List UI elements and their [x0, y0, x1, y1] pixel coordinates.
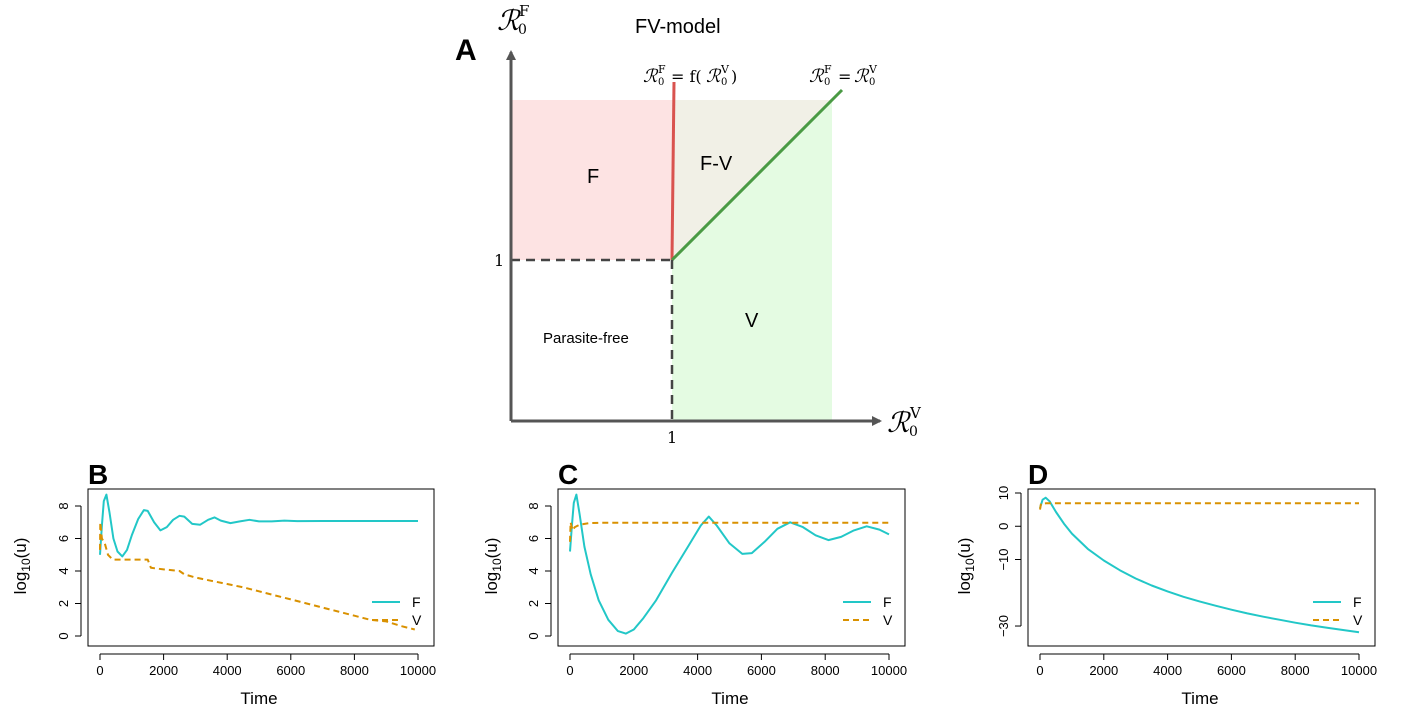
x-tick-label: 8000	[1281, 663, 1310, 678]
plot-frame	[1027, 488, 1376, 647]
x-tick-label: 2000	[1089, 663, 1118, 678]
boundary-red-curve	[670, 81, 676, 261]
series-line-v	[99, 521, 416, 631]
x-tick-label: 4000	[213, 663, 242, 678]
x-axis-title: Time	[1181, 689, 1218, 708]
y-tick-label: 6	[56, 535, 71, 542]
svg-text:0: 0	[869, 77, 875, 88]
region-v	[672, 100, 832, 421]
panel-label-a: A	[455, 34, 477, 67]
panel-label: D	[1028, 459, 1048, 490]
x-tick-label: 0	[1036, 663, 1043, 678]
region-label-f: F	[587, 166, 599, 188]
x-tick-label: 6000	[1217, 663, 1246, 678]
y-tick-one: 1	[494, 251, 504, 270]
legend-label-v: V	[412, 612, 422, 628]
panel-a: A FV-model 1 1 F F-V V Parasite-free ℛ F…	[455, 2, 922, 447]
series-line-f	[569, 493, 890, 635]
x-tick-label: 8000	[340, 663, 369, 678]
series-line-f	[99, 493, 418, 558]
svg-text:): )	[731, 67, 737, 86]
svg-text:ℛ: ℛ	[887, 406, 911, 439]
x-tick-label: 0	[96, 663, 103, 678]
x-tick-label: 4000	[1153, 663, 1182, 678]
panel-b: 0 2000 4000 6000 8000 10000 0 2 4 6 8 FV B Time log10(…	[11, 459, 436, 708]
y-tick-label: 4	[526, 567, 541, 574]
svg-text:0: 0	[909, 424, 918, 440]
y-tick-label: 0	[56, 632, 71, 639]
x-axis-title: Time	[240, 689, 277, 708]
y-axis-label: ℛ F 0	[497, 2, 529, 38]
y-tick-label: 0	[996, 523, 1011, 530]
svg-text:=: =	[838, 67, 851, 86]
y-tick-label: 8	[526, 502, 541, 509]
series-line-v	[1039, 502, 1359, 510]
svg-text:= f(: = f(	[671, 67, 702, 86]
x-tick-one: 1	[667, 428, 677, 447]
x-tick-label: 6000	[276, 663, 305, 678]
x-tick-label: 0	[566, 663, 573, 678]
legend-label-f: F	[412, 594, 421, 610]
legend-label-f: F	[883, 594, 892, 610]
y-axis-title: log10(u)	[11, 538, 33, 595]
region-label-v: V	[745, 310, 759, 332]
boundary-green-curve	[670, 88, 844, 262]
y-tick-label: 4	[56, 567, 71, 574]
svg-text:0: 0	[721, 77, 727, 88]
svg-text:ℛ: ℛ	[854, 66, 870, 87]
y-axis-title: log10(u)	[955, 538, 977, 595]
svg-text:V: V	[909, 404, 922, 422]
x-tick-label: 6000	[747, 663, 776, 678]
svg-text:F: F	[824, 63, 832, 76]
svg-text:V: V	[720, 63, 730, 76]
panel-d: 0 2000 4000 6000 8000 10000 −30 −10 0 10 FV D Time lo…	[955, 459, 1377, 708]
plot-frame	[557, 488, 906, 647]
plot-frame	[87, 488, 435, 647]
svg-text:ℛ: ℛ	[643, 66, 659, 87]
x-tick-label: 10000	[400, 663, 436, 678]
y-tick-label: −10	[996, 548, 1011, 570]
svg-text:0: 0	[518, 22, 527, 38]
x-tick-label: 10000	[1341, 663, 1377, 678]
curve-label-green: ℛ F 0 = ℛ V 0	[809, 63, 878, 88]
panel-label: B	[88, 459, 108, 490]
svg-text:V: V	[868, 63, 878, 76]
svg-text:F: F	[519, 2, 529, 20]
svg-text:F: F	[658, 63, 666, 76]
svg-text:ℛ: ℛ	[706, 66, 722, 87]
svg-text:0: 0	[824, 77, 830, 88]
panel-label: C	[558, 459, 578, 490]
y-tick-label: 2	[56, 600, 71, 607]
region-label-fv: F-V	[700, 153, 733, 175]
panel-a-title: FV-model	[635, 16, 721, 38]
y-tick-label: 0	[526, 632, 541, 639]
legend-label-v: V	[883, 612, 893, 628]
panel-c: 0 2000 4000 6000 8000 10000 0 2 4 6 8 FV C Time log10(…	[482, 459, 907, 708]
x-axis-label: ℛ V 0	[887, 404, 922, 440]
x-tick-label: 4000	[683, 663, 712, 678]
series-line-f	[1039, 496, 1360, 634]
y-tick-label: −30	[996, 615, 1011, 637]
x-axis-title: Time	[711, 689, 748, 708]
curve-label-red: ℛ F 0 = f( ℛ V 0 )	[643, 63, 737, 88]
x-tick-label: 2000	[619, 663, 648, 678]
region-label-parasite-free: Parasite-free	[543, 330, 629, 347]
y-tick-label: 6	[526, 535, 541, 542]
legend-label-f: F	[1353, 594, 1362, 610]
x-tick-label: 8000	[811, 663, 840, 678]
y-axis-title: log10(u)	[482, 538, 504, 595]
svg-text:0: 0	[658, 77, 664, 88]
y-tick-label: 8	[56, 502, 71, 509]
region-f	[511, 100, 672, 260]
x-tick-label: 10000	[871, 663, 907, 678]
svg-text:ℛ: ℛ	[809, 66, 825, 87]
x-tick-label: 2000	[149, 663, 178, 678]
y-tick-label: 10	[996, 486, 1011, 500]
series-line-v	[569, 521, 889, 542]
y-tick-label: 2	[526, 600, 541, 607]
legend-label-v: V	[1353, 612, 1363, 628]
svg-text:ℛ: ℛ	[497, 4, 521, 37]
